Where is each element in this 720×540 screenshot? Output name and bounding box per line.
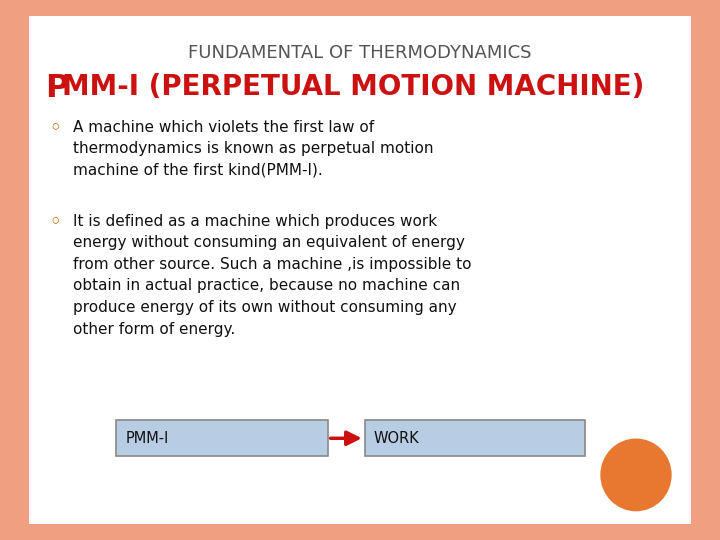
Text: WORK: WORK [374, 431, 420, 445]
Text: PMM-I: PMM-I [125, 431, 168, 445]
Text: ◦: ◦ [49, 214, 60, 232]
Text: It is defined as a machine which produces work
energy without consuming an equiv: It is defined as a machine which produce… [73, 214, 472, 336]
FancyBboxPatch shape [364, 421, 585, 456]
Text: ◦: ◦ [49, 119, 60, 138]
Text: MM-I (PERPETUAL MOTION MACHINE): MM-I (PERPETUAL MOTION MACHINE) [62, 72, 644, 100]
Text: A machine which violets the first law of
thermodynamics is known as perpetual mo: A machine which violets the first law of… [73, 119, 433, 178]
FancyBboxPatch shape [116, 421, 328, 456]
Text: FUNDAMENTAL OF THERMODYNAMICS: FUNDAMENTAL OF THERMODYNAMICS [188, 44, 532, 63]
FancyBboxPatch shape [29, 16, 691, 524]
Text: P: P [45, 72, 69, 104]
Circle shape [601, 439, 671, 511]
